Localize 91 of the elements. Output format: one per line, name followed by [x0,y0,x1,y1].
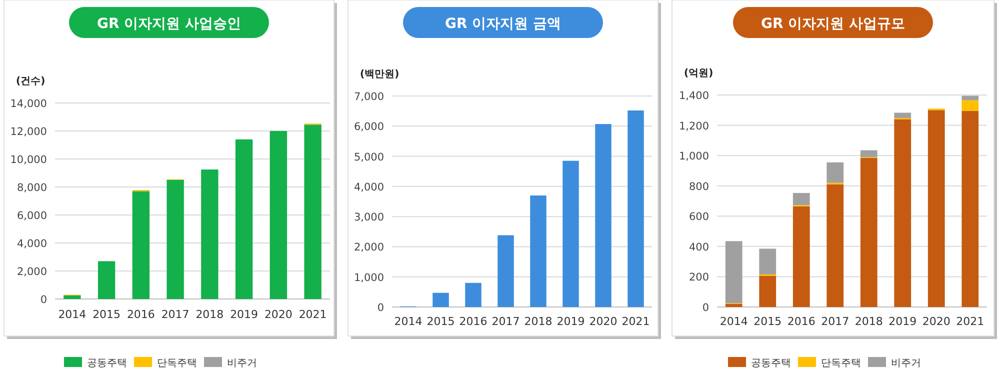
x-tick-label: 2019 [230,308,258,321]
x-tick-label: 2021 [298,308,327,321]
bar [98,261,116,299]
bar [595,124,612,307]
y-tick-label: 14,000 [10,98,47,110]
bar [465,282,482,307]
y-tick-label: 400 [688,241,709,254]
y-tick-label: 10,000 [10,154,47,166]
bar [894,119,912,307]
bar [725,304,742,307]
bar [64,296,81,299]
bar [826,162,844,183]
bar [962,110,979,307]
chart-title: GR 이자지원 사업승인 [96,16,242,32]
x-tick-label: 2018 [524,315,552,328]
bar [304,124,322,299]
legend-label: 단독주택 [157,358,197,369]
bar [530,195,546,307]
x-tick-label: 2019 [888,315,917,328]
bar [562,160,579,307]
y-tick-label: 200 [688,272,709,284]
bar [270,131,288,299]
y-tick-label: 8,000 [16,182,47,194]
y-tick-label: 12,000 [10,126,47,138]
bar [962,96,979,100]
x-tick-label: 2020 [264,308,292,321]
bar [894,112,912,118]
bar [792,206,810,307]
bar [498,235,514,307]
x-tick-label: 2018 [854,315,883,328]
y-tick-label: 1,000 [678,150,709,163]
x-tick-label: 2017 [161,308,190,321]
y-tick-label: 5,000 [354,151,384,164]
y-axis-title: (억원) [684,68,714,79]
x-tick-label: 2016 [787,315,816,328]
y-tick-label: 0 [377,302,384,314]
x-tick-label: 2014 [58,308,86,321]
x-tick-label: 2017 [821,315,850,328]
y-tick-label: 3,000 [354,212,384,224]
y-tick-label: 4,000 [16,238,47,250]
y-tick-label: 6,000 [16,210,47,222]
y-tick-label: 0 [702,302,709,314]
x-tick-label: 2016 [459,315,488,328]
x-tick-label: 2015 [754,315,782,328]
x-tick-label: 2019 [556,315,585,328]
legend-label: 공동주택 [87,358,127,369]
x-tick-label: 2014 [720,315,748,328]
bar [432,292,449,307]
y-tick-label: 1,400 [678,90,709,102]
bar [860,150,878,158]
legend-label: 비주거 [891,358,921,369]
bar [628,110,644,307]
bar [235,139,253,299]
y-tick-label: 2,000 [16,266,47,278]
y-tick-label: 1,000 [354,272,384,284]
y-axis-title: (건수) [16,76,46,87]
x-tick-label: 2021 [622,315,650,328]
legend-label: 단독주택 [821,358,861,369]
bar [860,158,878,307]
x-tick-label: 2018 [196,308,224,321]
bar [759,248,776,274]
x-tick-label: 2015 [92,308,121,321]
x-tick-label: 2020 [589,315,618,328]
y-tick-label: 4,000 [354,181,384,194]
bar [201,170,218,299]
x-tick-label: 2020 [922,315,950,328]
bar [166,180,184,299]
y-tick-label: 1,200 [678,120,709,132]
chart-title: GR 이자지원 금액 [444,16,562,32]
chart-title: GR 이자지원 사업규모 [760,16,906,32]
bar [759,276,776,307]
x-tick-label: 2017 [492,315,520,328]
bar [725,241,742,304]
bar [826,184,844,307]
x-tick-label: 2014 [394,315,422,328]
legend-label: 비주거 [227,358,257,369]
bar [962,100,979,111]
y-tick-label: 600 [688,211,709,224]
bar [928,110,945,307]
y-tick-label: 6,000 [354,121,384,134]
bar [792,192,810,206]
x-tick-label: 2015 [426,315,455,328]
y-tick-label: 2,000 [354,242,384,254]
bar [132,191,150,299]
legend-label: 공동주택 [751,358,791,369]
y-tick-label: 800 [688,180,709,193]
x-tick-label: 2016 [126,308,155,321]
x-tick-label: 2021 [956,315,984,328]
y-tick-label: 0 [40,294,47,306]
y-axis-title: (백만원) [360,69,400,80]
y-tick-label: 7,000 [354,91,384,103]
